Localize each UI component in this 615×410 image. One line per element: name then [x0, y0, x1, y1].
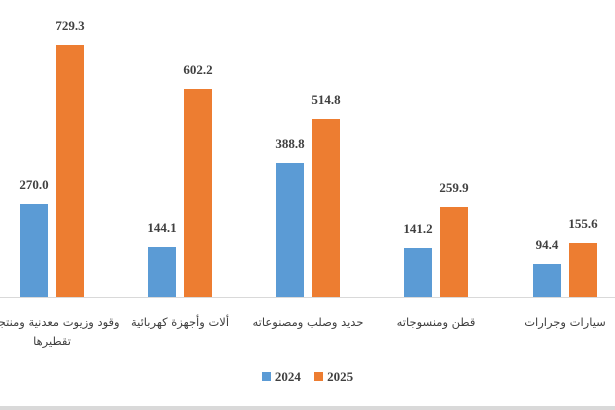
bar-2025-3 — [440, 207, 468, 297]
bar-2025-0 — [56, 45, 84, 297]
data-label: 270.0 — [19, 176, 49, 192]
category-label: قطن ومنسوجاته — [396, 315, 476, 329]
legend-label: 2025 — [327, 369, 354, 384]
bar-2025-1 — [184, 88, 212, 297]
data-label: 514.8 — [311, 92, 341, 108]
data-label: 729.3 — [55, 18, 85, 33]
category-label: وقود وزيوت معدنية ومنتجات تقطيرها — [0, 315, 120, 348]
bottom-border — [0, 406, 615, 410]
category-label: حديد وصلب ومصنوعاته — [252, 315, 364, 329]
legend-item-2025: 2025 — [314, 369, 353, 385]
x-axis-line — [0, 297, 615, 298]
category-label: ألات وأجهزة كهربائية — [130, 315, 230, 329]
bar-2024-4 — [533, 264, 561, 297]
bar-2024-3 — [404, 248, 432, 297]
legend-label: 2024 — [274, 369, 301, 384]
legend-swatch-2025 — [314, 372, 324, 381]
bar-2024-1 — [148, 247, 176, 297]
legend: 2024 2025 — [0, 369, 615, 385]
bar-2024-2 — [276, 162, 304, 297]
data-label: 388.8 — [275, 135, 305, 151]
data-label: 259.9 — [439, 180, 469, 196]
bar-2024-0 — [20, 203, 48, 297]
data-label: 144.1 — [147, 220, 177, 236]
legend-swatch-2024 — [261, 372, 271, 381]
legend-item-2024: 2024 — [261, 369, 301, 385]
bar-2025-2 — [312, 119, 340, 297]
data-label: 141.2 — [403, 221, 433, 237]
bar-2025-4 — [569, 243, 597, 297]
data-label: 602.2 — [183, 61, 213, 77]
data-label: 155.6 — [568, 216, 598, 232]
category-label: سيارات وجرارات — [524, 315, 606, 329]
data-label: 94.4 — [535, 237, 559, 253]
